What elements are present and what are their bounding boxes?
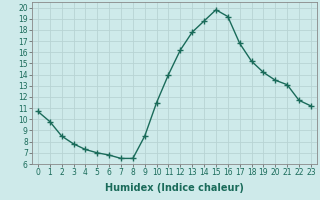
X-axis label: Humidex (Indice chaleur): Humidex (Indice chaleur) [105,183,244,193]
